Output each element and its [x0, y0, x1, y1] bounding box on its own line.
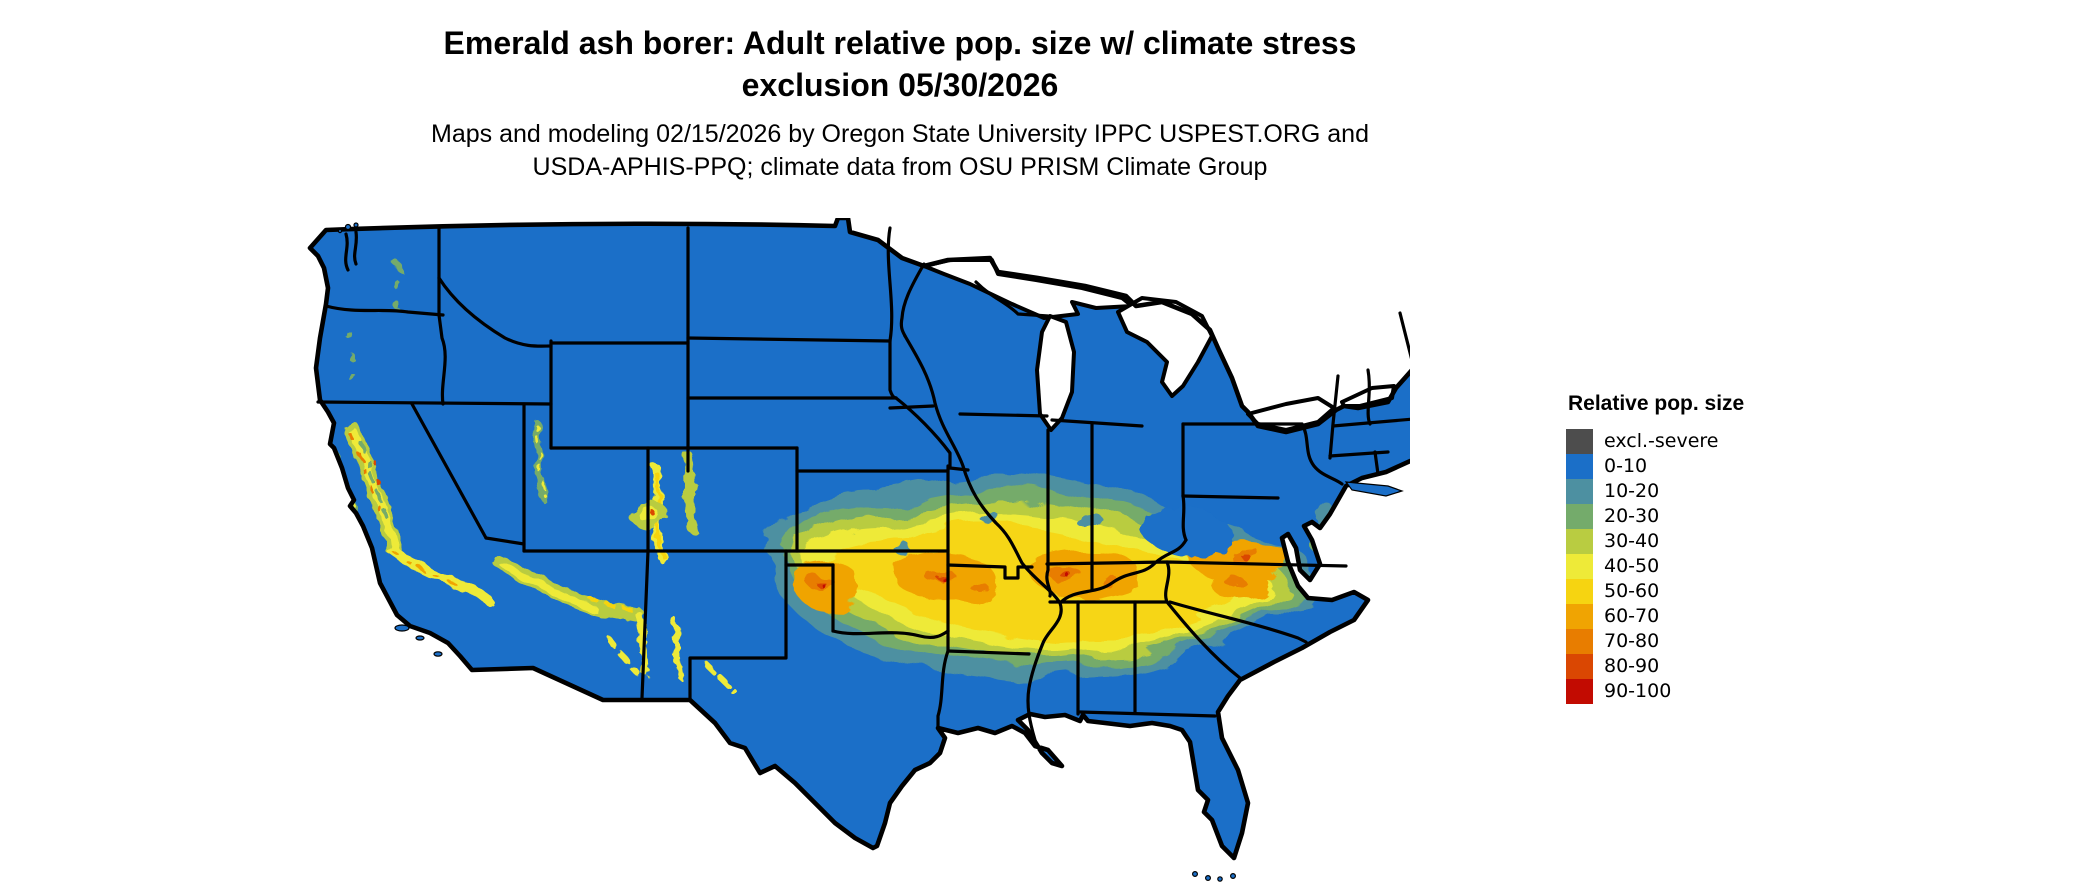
legend-label: 0-10: [1604, 455, 1648, 477]
legend-label: 40-50: [1604, 555, 1660, 577]
legend-row: 70-80: [1566, 629, 1826, 654]
legend-row: excl.-severe: [1566, 429, 1826, 454]
legend-swatch: [1566, 529, 1593, 554]
legend-row: 40-50: [1566, 554, 1826, 579]
legend-row: 50-60: [1566, 579, 1826, 604]
legend-swatch: [1566, 504, 1593, 529]
legend-label: 90-100: [1604, 680, 1672, 702]
map-canvas: [290, 215, 1489, 888]
legend-swatch: [1566, 579, 1593, 604]
legend-title: Relative pop. size: [1568, 392, 1745, 415]
legend-swatch: [1566, 679, 1593, 704]
legend-row: 20-30: [1566, 504, 1826, 529]
legend-label: 30-40: [1604, 530, 1660, 552]
legend-label: 20-30: [1604, 505, 1660, 527]
islands: [337, 222, 1404, 882]
legend-row: 80-90: [1566, 654, 1826, 679]
legend-swatch: [1566, 454, 1593, 479]
legend-swatch: [1566, 629, 1593, 654]
legend-swatch: [1566, 479, 1593, 504]
lake-michigan: [1035, 314, 1076, 432]
legend-label: 70-80: [1604, 630, 1660, 652]
legend-row: 60-70: [1566, 604, 1826, 629]
legend-label: 60-70: [1604, 605, 1660, 627]
legend-label: 50-60: [1604, 580, 1660, 602]
legend-row: 30-40: [1566, 529, 1826, 554]
state-borders: [316, 226, 1428, 742]
legend-label: 10-20: [1604, 480, 1660, 502]
legend-row: 10-20: [1566, 479, 1826, 504]
legend-swatch: [1566, 554, 1593, 579]
page-subtitle: Maps and modeling 02/15/2026 by Oregon S…: [431, 120, 1369, 181]
legend-row: 0-10: [1566, 454, 1826, 479]
lake-huron: [1116, 296, 1214, 398]
legend-label: excl.-severe: [1604, 430, 1719, 452]
legend-swatch: [1566, 654, 1593, 679]
legend-swatch: [1566, 604, 1593, 629]
page-title: Emerald ash borer: Adult relative pop. s…: [443, 25, 1357, 103]
legend-swatch: [1566, 429, 1593, 454]
us-outline: [307, 215, 1489, 861]
us-population-map: [307, 215, 1489, 882]
legend: Relative pop. size excl.-severe 0-10 10-…: [1566, 392, 1826, 704]
legend-label: 80-90: [1604, 655, 1660, 677]
legend-row: 90-100: [1566, 679, 1826, 704]
